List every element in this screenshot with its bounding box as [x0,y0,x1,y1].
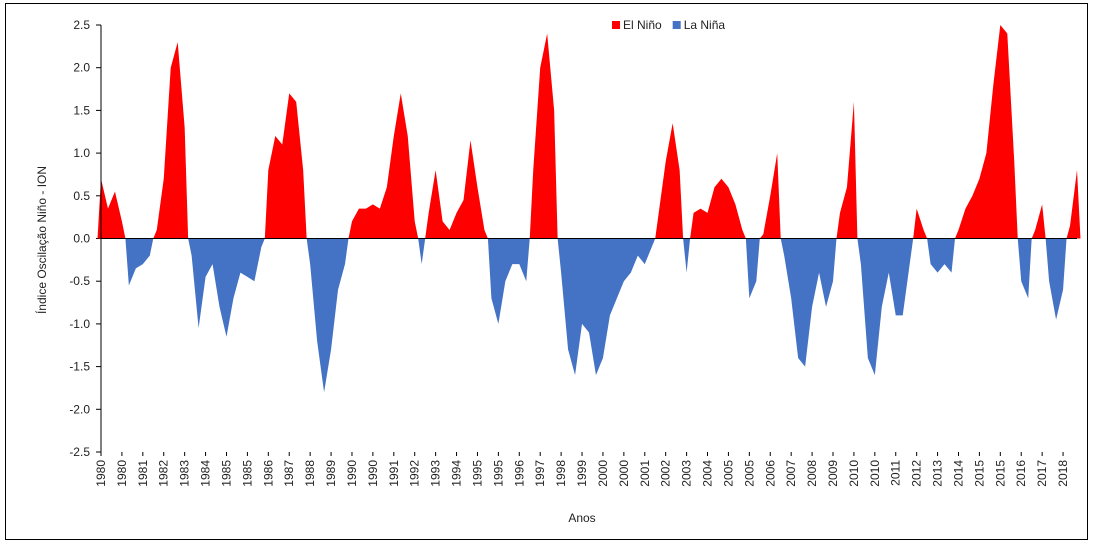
x-tick-label: 2010 [847,460,861,487]
y-tick-label: 0.0 [73,232,90,246]
x-tick-label: 2002 [659,460,673,487]
area [97,25,1081,239]
x-tick-label: 1986 [261,460,275,487]
x-tick-label: 1998 [554,460,568,487]
x-tick-label: 1987 [282,460,296,487]
x-tick-label: 2010 [868,460,882,487]
y-tick-label: 0.5 [73,189,90,203]
x-tick-label: 2015 [993,460,1007,487]
x-tick-label: 1990 [345,460,359,487]
x-tick-label: 2004 [701,460,715,487]
x-tick-label: 1997 [533,460,547,487]
x-tick-label: 1990 [366,460,380,487]
y-axis-label: Índice Oscilação Niño - ION [34,166,49,314]
x-tick-label: 2005 [742,460,756,487]
x-tick-label: 2009 [826,460,840,487]
x-tick-label: 2001 [638,460,652,487]
x-tick-label: 2018 [1056,460,1070,487]
x-tick-label: 2006 [763,460,777,487]
legend-swatch [612,21,620,29]
x-tick-label: 2016 [1014,460,1028,487]
y-tick-label: -2.5 [69,445,90,459]
x-tick-label: 1981 [136,460,150,487]
x-tick-label: 2012 [910,460,924,487]
y-tick-label: 2.0 [73,61,90,75]
y-tick-label: 2.5 [73,18,90,32]
y-tick-label: -1.0 [69,317,90,331]
legend-label: La Niña [684,18,726,32]
x-tick-label: 1994 [450,460,464,487]
x-tick-label: 1996 [512,460,526,487]
y-tick-label: -1.5 [69,360,90,374]
x-tick-label: 1988 [303,460,317,487]
legend-swatch [672,21,681,29]
x-tick-label: 2007 [784,460,798,487]
x-tick-label: 1984 [199,460,213,487]
x-tick-label: 1992 [408,460,422,487]
x-tick-label: 2008 [805,460,819,487]
x-tick-label: 1993 [429,460,443,487]
x-tick-label: 1999 [575,460,589,487]
x-tick-label: 2017 [1035,460,1049,487]
x-tick-label: 1991 [387,460,401,487]
x-tick-label: 2000 [596,460,610,487]
y-tick-label: -0.5 [69,274,90,288]
x-tick-label: 2014 [951,460,965,487]
x-tick-label: 2013 [931,460,945,487]
x-tick-label: 2000 [617,460,631,487]
x-tick-label: 1985 [219,460,233,487]
x-axis-label: Anos [568,511,595,525]
y-tick-label: 1.0 [73,146,90,160]
x-tick-label: 1980 [115,460,129,487]
x-tick-label: 2003 [680,460,694,487]
x-tick-label: 2011 [889,460,903,486]
x-tick-label: 2015 [972,460,986,487]
legend-label: El Niño [623,18,662,32]
y-tick-label: 1.5 [73,103,90,117]
x-tick-label: 2005 [721,460,735,487]
x-tick-label: 1980 [94,460,108,487]
x-tick-label: 1995 [491,460,505,487]
area [125,238,1067,393]
x-tick-label: 1989 [324,460,338,487]
x-tick-label: 1985 [240,460,254,487]
x-tick-label: 1982 [157,460,171,487]
x-tick-label: 1983 [178,460,192,487]
y-tick-label: -2.0 [69,402,90,416]
x-tick-label: 1995 [470,460,484,487]
